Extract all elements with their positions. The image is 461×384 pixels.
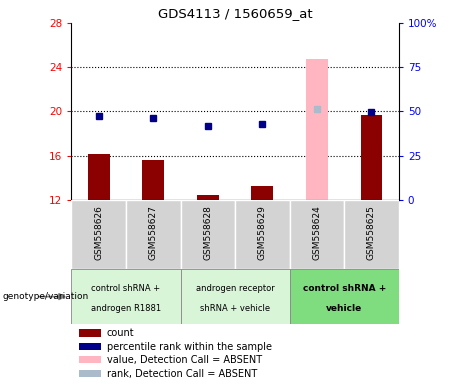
Bar: [306, 60, 328, 200]
Text: GSM558628: GSM558628: [203, 205, 213, 260]
Bar: [290, 269, 399, 324]
Text: control shRNA +: control shRNA +: [91, 284, 160, 293]
Bar: [79, 329, 101, 337]
Text: GSM558626: GSM558626: [94, 205, 103, 260]
Text: rank, Detection Call = ABSENT: rank, Detection Call = ABSENT: [107, 369, 257, 379]
Bar: [79, 369, 101, 377]
Text: GSM558629: GSM558629: [258, 205, 267, 260]
Text: percentile rank within the sample: percentile rank within the sample: [107, 341, 272, 352]
Text: GSM558627: GSM558627: [149, 205, 158, 260]
Text: value, Detection Call = ABSENT: value, Detection Call = ABSENT: [107, 355, 262, 365]
Bar: [71, 269, 181, 324]
Bar: [79, 343, 101, 350]
Bar: [290, 200, 344, 269]
Bar: [126, 200, 181, 269]
Bar: [142, 160, 164, 200]
Text: control shRNA +: control shRNA +: [302, 284, 386, 293]
Text: genotype/variation: genotype/variation: [2, 292, 89, 301]
Text: count: count: [107, 328, 134, 338]
Text: androgen R1881: androgen R1881: [91, 305, 161, 313]
Text: androgen receptor: androgen receptor: [196, 284, 274, 293]
Text: GSM558625: GSM558625: [367, 205, 376, 260]
Bar: [79, 356, 101, 363]
Text: GSM558624: GSM558624: [313, 205, 321, 260]
Title: GDS4113 / 1560659_at: GDS4113 / 1560659_at: [158, 7, 313, 20]
Bar: [235, 200, 290, 269]
Bar: [197, 195, 219, 200]
Bar: [88, 154, 110, 200]
Bar: [181, 200, 235, 269]
Text: shRNA + vehicle: shRNA + vehicle: [200, 305, 270, 313]
Text: vehicle: vehicle: [326, 305, 362, 313]
Bar: [344, 200, 399, 269]
Bar: [181, 269, 290, 324]
Bar: [361, 115, 382, 200]
Bar: [252, 187, 273, 200]
Bar: [71, 200, 126, 269]
